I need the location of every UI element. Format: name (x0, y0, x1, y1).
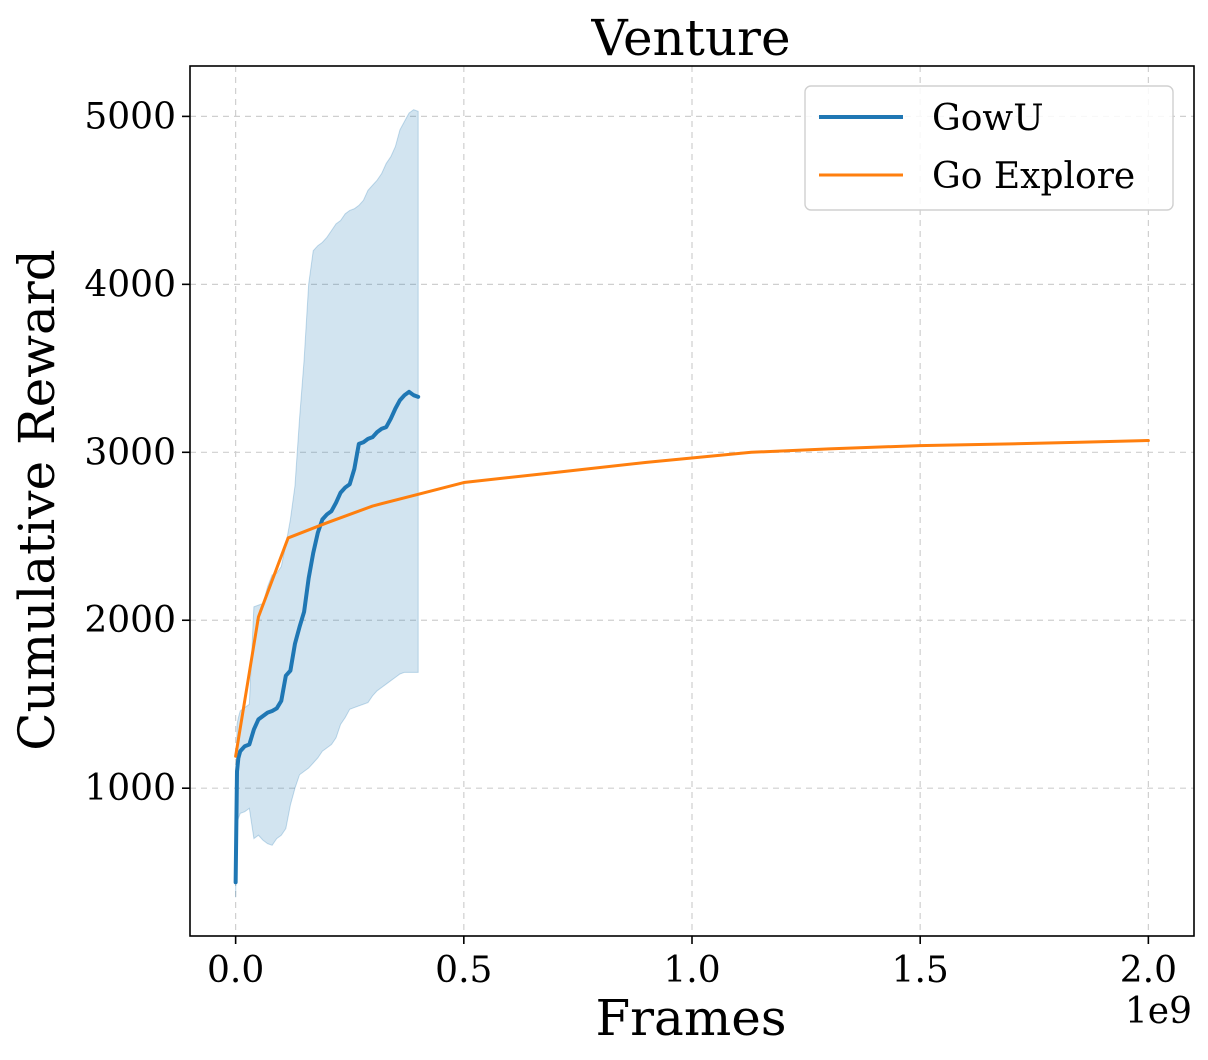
axis-ticks: 0.0 0.5 1.0 1.5 2.0 1000 2000 3000 4000 5000 (84, 96, 1177, 991)
y-tick-label: 5000 (84, 96, 176, 137)
legend-label-go-explore: Go Explore (932, 156, 1135, 197)
y-axis-label: Cumulative Reward (8, 249, 66, 750)
legend: GowU Go Explore (804, 85, 1174, 211)
x-tick-label: 1.5 (892, 950, 949, 991)
x-axis-scale-label: 1e9 (1125, 991, 1192, 1032)
series-line-layer (233, 389, 1150, 885)
y-tick-label: 3000 (84, 432, 176, 473)
x-axis-label: Frames (595, 989, 786, 1047)
y-tick-label: 4000 (84, 264, 176, 305)
legend-label-gowu: GowU (932, 98, 1044, 139)
grid (190, 66, 1194, 936)
y-tick-label: 1000 (84, 768, 176, 809)
x-tick-label: 0.5 (435, 950, 492, 991)
x-tick-label: 1.0 (663, 950, 720, 991)
chart-title: Venture (590, 9, 790, 67)
series-line-go-explore (234, 439, 1150, 758)
y-tick-label: 2000 (84, 600, 176, 641)
x-tick-label: 2.0 (1120, 950, 1177, 991)
x-tick-label: 0.0 (207, 950, 264, 991)
series-line-gowu (233, 389, 421, 885)
